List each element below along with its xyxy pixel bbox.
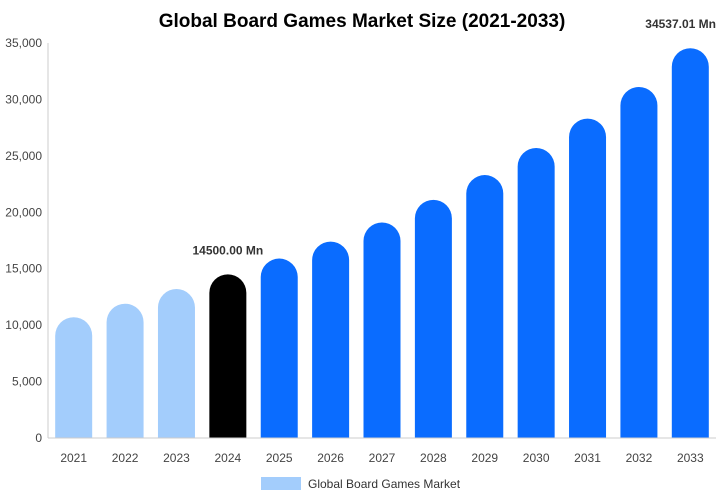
legend[interactable]: Global Board Games Market xyxy=(261,477,461,491)
bar-2024[interactable] xyxy=(209,274,247,438)
bar-2027[interactable] xyxy=(363,222,401,438)
bar-2022[interactable] xyxy=(106,303,144,438)
bar-2029[interactable] xyxy=(466,175,504,438)
bar-2028[interactable] xyxy=(414,199,452,438)
x-axis: 2021 2022 2023 2024 2025 2026 2027 2028 2029 2030… xyxy=(48,437,716,465)
x-tick-label: 2033 xyxy=(677,451,704,465)
x-tick-label: 2028 xyxy=(420,451,447,465)
y-tick-label: 10,000 xyxy=(5,318,42,332)
y-axis: 0 5,000 10,000 15,000 20,000 25,000 30,000 35,0… xyxy=(5,36,49,445)
y-tick-label: 35,000 xyxy=(5,36,42,50)
y-tick-label: 0 xyxy=(35,431,42,445)
x-tick-label: 2021 xyxy=(60,451,87,465)
annotations-group: 14500.00 Mn 34537.01 Mn xyxy=(192,17,716,257)
bar-2021[interactable] xyxy=(55,317,93,438)
legend-label[interactable]: Global Board Games Market xyxy=(308,477,461,491)
bar-2033[interactable] xyxy=(671,48,709,439)
legend-swatch[interactable] xyxy=(261,477,301,490)
bar-2023[interactable] xyxy=(157,289,195,438)
x-tick-label: 2029 xyxy=(471,451,498,465)
data-label-2024: 14500.00 Mn xyxy=(192,243,263,257)
data-label-2033: 34537.01 Mn xyxy=(645,17,716,31)
bars-group xyxy=(55,48,709,439)
bar-2031[interactable] xyxy=(569,118,607,439)
x-tick-label: 2025 xyxy=(266,451,293,465)
y-tick-label: 25,000 xyxy=(5,149,42,163)
chart-title: Global Board Games Market Size (2021-203… xyxy=(159,11,566,32)
x-tick-label: 2023 xyxy=(163,451,190,465)
x-tick-label: 2027 xyxy=(369,451,396,465)
bar-2025[interactable] xyxy=(260,258,298,438)
y-tick-label: 20,000 xyxy=(5,205,42,219)
y-tick-label: 5,000 xyxy=(12,375,42,389)
x-tick-label: 2030 xyxy=(523,451,550,465)
bar-2026[interactable] xyxy=(312,241,350,438)
bar-2030[interactable] xyxy=(517,147,555,438)
x-tick-label: 2026 xyxy=(317,451,344,465)
x-tick-label: 2024 xyxy=(214,451,241,465)
y-tick-label: 30,000 xyxy=(5,92,42,106)
x-tick-label: 2031 xyxy=(574,451,601,465)
x-tick-label: 2022 xyxy=(112,451,139,465)
bar-2032[interactable] xyxy=(620,87,658,439)
y-tick-label: 15,000 xyxy=(5,262,42,276)
x-tick-label: 2032 xyxy=(626,451,653,465)
